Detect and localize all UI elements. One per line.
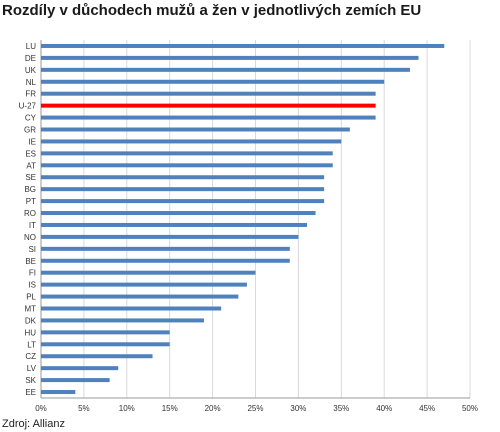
category-label: NO	[24, 233, 36, 242]
bar	[41, 43, 445, 48]
x-tick-label: 5%	[78, 404, 90, 413]
category-label: LT	[27, 340, 36, 349]
bar	[41, 366, 119, 371]
bar	[41, 199, 325, 204]
x-tick-label: 50%	[462, 404, 478, 413]
bar	[41, 318, 205, 323]
bar	[41, 282, 247, 287]
category-label: SE	[25, 173, 36, 182]
category-label: EE	[25, 388, 36, 397]
category-label: NL	[26, 78, 37, 87]
bar	[41, 354, 153, 359]
bar	[41, 258, 290, 263]
source-note: Zdroj: Allianz	[2, 418, 65, 430]
category-label: GR	[24, 126, 36, 135]
category-label: PL	[26, 293, 36, 302]
category-label: U-27	[19, 102, 37, 111]
bar	[41, 91, 376, 96]
category-label: BG	[24, 185, 36, 194]
category-label: RO	[24, 209, 36, 218]
bar	[41, 222, 307, 227]
category-label: SK	[25, 376, 36, 385]
category-label: ES	[25, 149, 36, 158]
bar	[41, 378, 110, 383]
category-label: DE	[25, 54, 36, 63]
category-label: FI	[29, 269, 36, 278]
bar	[41, 55, 419, 60]
x-tick-label: 40%	[376, 404, 392, 413]
x-tick-label: 20%	[205, 404, 221, 413]
x-tick-label: 15%	[162, 404, 178, 413]
category-label: UK	[25, 66, 37, 75]
category-label: IE	[28, 137, 36, 146]
bar	[41, 187, 325, 192]
bars	[41, 43, 445, 395]
category-label: CY	[25, 114, 37, 123]
category-label: AT	[26, 161, 36, 170]
bar	[41, 294, 239, 299]
bar	[41, 79, 385, 84]
bar	[41, 115, 376, 120]
bar	[41, 151, 333, 156]
category-label: DK	[25, 316, 37, 325]
bar	[41, 270, 256, 275]
category-label: LV	[27, 364, 37, 373]
bar	[41, 163, 333, 168]
bar	[41, 127, 350, 132]
x-tick-label: 30%	[290, 404, 306, 413]
category-labels: LU DE UK NL FR U-27 CY GR IE ES AT SE BG PT RO IT NO SI BE…	[19, 42, 37, 397]
category-label: PT	[26, 197, 36, 206]
category-label: SI	[28, 245, 36, 254]
category-label: IT	[29, 221, 36, 230]
bar	[41, 234, 299, 239]
grid-lines	[40, 40, 471, 399]
category-label: LU	[26, 42, 36, 51]
x-tick-label: 35%	[333, 404, 349, 413]
bar	[41, 330, 170, 335]
bar-highlight	[41, 103, 376, 108]
bar	[41, 67, 410, 72]
bar	[41, 342, 170, 347]
category-label: HU	[24, 328, 36, 337]
category-label: FR	[25, 90, 36, 99]
x-tick-label: 0%	[35, 404, 47, 413]
chart-title: Rozdíly v důchodech mužů a žen v jednotl…	[2, 2, 422, 19]
x-tick-label: 45%	[419, 404, 435, 413]
bar	[41, 211, 316, 216]
bar	[41, 390, 76, 395]
category-label: BE	[25, 257, 36, 266]
bar	[41, 175, 325, 180]
x-tick-label: 25%	[247, 404, 263, 413]
category-label: CZ	[25, 352, 36, 361]
bar	[41, 139, 342, 144]
category-label: MT	[24, 305, 36, 314]
x-tick-labels: 0% 5% 10% 15% 20% 25% 30% 35% 40% 45% 50%	[35, 404, 478, 413]
bar	[41, 306, 222, 311]
category-label: IS	[28, 281, 36, 290]
x-tick-label: 10%	[119, 404, 135, 413]
bar	[41, 246, 290, 251]
